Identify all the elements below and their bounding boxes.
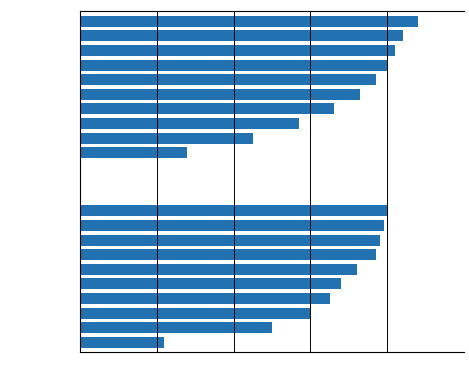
Bar [80,278,341,289]
Bar [80,206,387,216]
Bar [80,60,387,70]
Bar [80,16,418,27]
Bar [80,30,403,42]
Bar [80,322,272,333]
Bar [80,220,384,231]
Bar [80,118,299,129]
Bar [80,74,376,85]
Bar [80,89,361,100]
Bar [80,235,380,246]
Bar [80,249,376,260]
Bar [80,264,356,275]
Bar [80,308,310,319]
Bar [80,337,164,348]
Bar [80,45,395,56]
Bar [80,293,330,304]
Bar [80,147,188,158]
Bar [80,104,333,114]
Bar [80,132,253,144]
